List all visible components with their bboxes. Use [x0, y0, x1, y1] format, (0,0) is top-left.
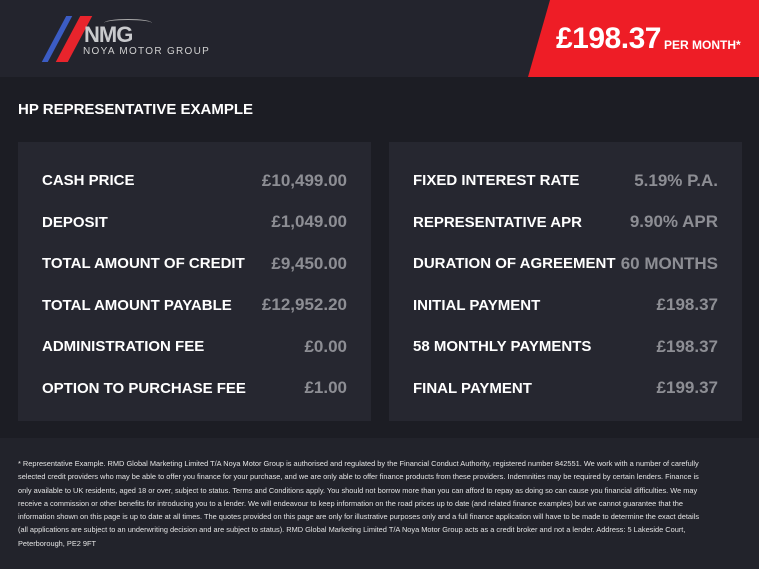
row-label: TOTAL AMOUNT OF CREDIT — [42, 255, 245, 273]
row-value: £1.00 — [304, 378, 347, 398]
row-label: FIXED INTEREST RATE — [413, 172, 580, 190]
row-label: ADMINISTRATION FEE — [42, 338, 205, 356]
row-value: £198.37 — [656, 336, 718, 356]
finance-row: FINAL PAYMENT £199.37 — [413, 368, 718, 410]
finance-row: DURATION OF AGREEMENT 60 MONTHS — [413, 243, 718, 285]
row-value: £10,499.00 — [261, 170, 347, 190]
car-outline-icon — [104, 19, 152, 27]
row-value: £198.37 — [656, 295, 718, 315]
row-value: £1,049.00 — [271, 212, 347, 232]
disclaimer-footer: * Representative Example. RMD Global Mar… — [0, 438, 759, 569]
finance-row: TOTAL AMOUNT PAYABLE £12,952.20 — [42, 285, 347, 327]
row-label: 58 MONTHLY PAYMENTS — [413, 338, 592, 356]
page-title: HP REPRESENTATIVE EXAMPLE — [18, 101, 254, 118]
finance-row: DEPOSIT £1,049.00 — [42, 202, 347, 244]
logo-text: NMG — [84, 22, 133, 47]
disclaimer-text: * Representative Example. RMD Global Mar… — [18, 459, 700, 548]
logo-subtitle: NOYA MOTOR GROUP — [83, 46, 211, 57]
finance-row: CASH PRICE £10,499.00 — [42, 160, 347, 202]
row-value: 60 MONTHS — [620, 253, 718, 273]
finance-panel-right: FIXED INTEREST RATE 5.19% P.A. REPRESENTA… — [389, 142, 742, 421]
finance-row: REPRESENTATIVE APR 9.90% APR — [413, 202, 718, 244]
price-suffix: PER MONTH* — [664, 38, 741, 52]
row-value: £12,952.20 — [261, 295, 347, 315]
row-value: 5.19% P.A. — [634, 170, 718, 190]
row-label: OPTION TO PURCHASE FEE — [42, 379, 246, 397]
row-label: CASH PRICE — [42, 172, 135, 190]
price-banner — [528, 0, 759, 77]
row-label: REPRESENTATIVE APR — [413, 213, 582, 231]
row-value: £0.00 — [304, 336, 347, 356]
finance-panel-left: CASH PRICE £10,499.00 DEPOSIT £1,049.00 TO… — [18, 142, 371, 421]
header: NMG NOYA MOTOR GROUP £198.37 PER MONTH* — [0, 0, 759, 77]
finance-row: OPTION TO PURCHASE FEE £1.00 — [42, 368, 347, 410]
monthly-price: £198.37 — [556, 22, 661, 55]
finance-row: FIXED INTEREST RATE 5.19% P.A. — [413, 160, 718, 202]
row-label: INITIAL PAYMENT — [413, 296, 541, 314]
row-value: £199.37 — [656, 378, 718, 398]
row-label: DURATION OF AGREEMENT — [413, 255, 616, 273]
row-label: FINAL PAYMENT — [413, 379, 532, 397]
finance-row: ADMINISTRATION FEE £0.00 — [42, 326, 347, 368]
finance-row: 58 MONTHLY PAYMENTS £198.37 — [413, 326, 718, 368]
row-value: 9.90% APR — [629, 212, 718, 232]
row-label: DEPOSIT — [42, 213, 108, 231]
finance-row: INITIAL PAYMENT £198.37 — [413, 285, 718, 327]
row-value: £9,450.00 — [271, 253, 347, 273]
row-label: TOTAL AMOUNT PAYABLE — [42, 296, 232, 314]
finance-row: TOTAL AMOUNT OF CREDIT £9,450.00 — [42, 243, 347, 285]
logo[interactable]: NMG NOYA MOTOR GROUP — [41, 14, 218, 64]
